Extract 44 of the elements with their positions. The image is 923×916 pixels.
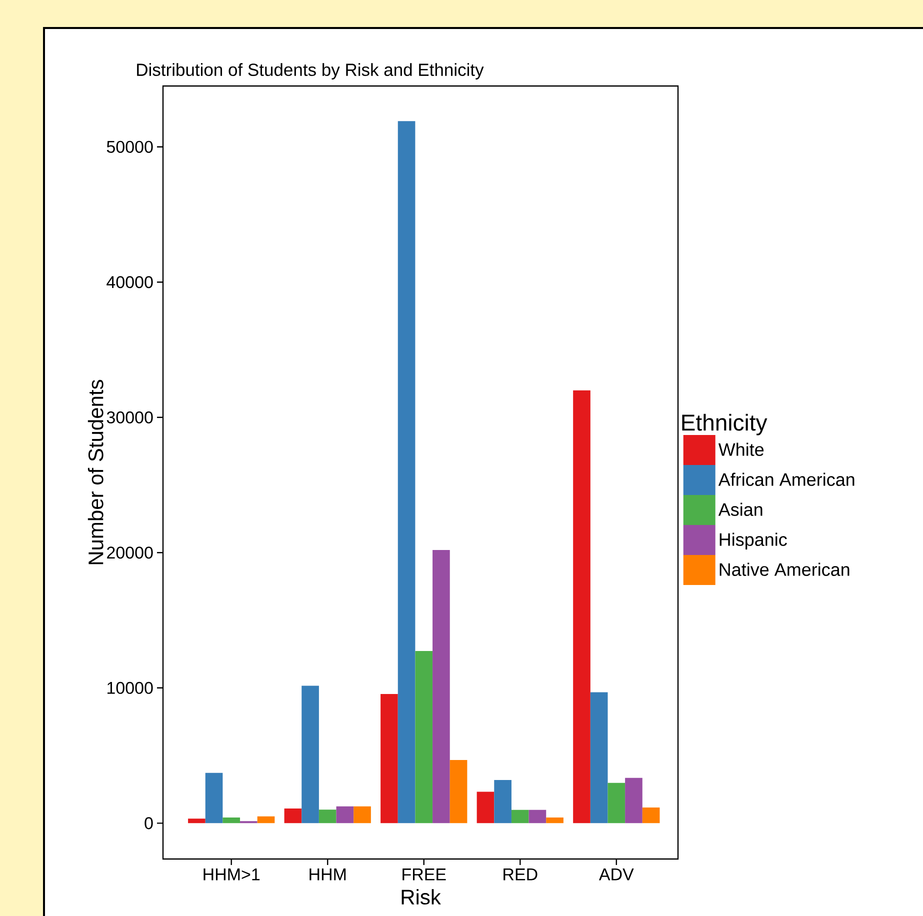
x-tick-label: HHM>1 [204,868,260,880]
y-tick-label: 20000 [107,546,153,559]
y-tick-label: 40000 [106,276,153,288]
bar [608,782,626,824]
bar [511,810,529,824]
y-tick-label: 30000 [106,411,153,424]
bar [336,806,354,824]
bar [222,817,240,824]
x-axis-title: Risk [402,889,441,905]
bar [380,694,398,824]
bar [398,121,416,824]
legend-label: Hispanic [720,532,787,550]
bar [205,772,223,824]
x-tick-label: HHM [310,868,346,880]
bar [415,650,433,824]
bar [625,778,642,824]
bar [354,806,371,824]
x-tick-label: FREE [402,868,446,880]
bar [528,810,546,824]
legend-label: White [718,442,764,456]
bar [284,808,302,824]
bar [432,550,450,824]
bar [590,692,608,824]
chart-title: Distribution of Students by Risk and Ethnicity [137,63,484,80]
bar [257,816,275,824]
bar [642,807,660,824]
y-tick-label: 50000 [106,140,153,153]
legend-title: Ethnicity [682,414,768,436]
legend-label: Native American [720,562,850,576]
bar [302,686,319,824]
x-tick-label: RED [504,868,538,880]
bar [318,810,336,824]
bar [450,760,468,824]
y-axis-title: Number of Students [88,380,104,564]
legend-label: Asian [718,502,762,516]
bar [476,792,494,824]
legend-label: African American [718,472,854,486]
y-tick-label: 10000 [108,682,153,694]
bar [546,817,564,824]
bar [573,390,590,824]
x-tick-label: ADV [598,868,634,880]
y-tick-label: 0 [144,817,153,830]
bar [494,780,512,824]
bar [188,818,206,824]
